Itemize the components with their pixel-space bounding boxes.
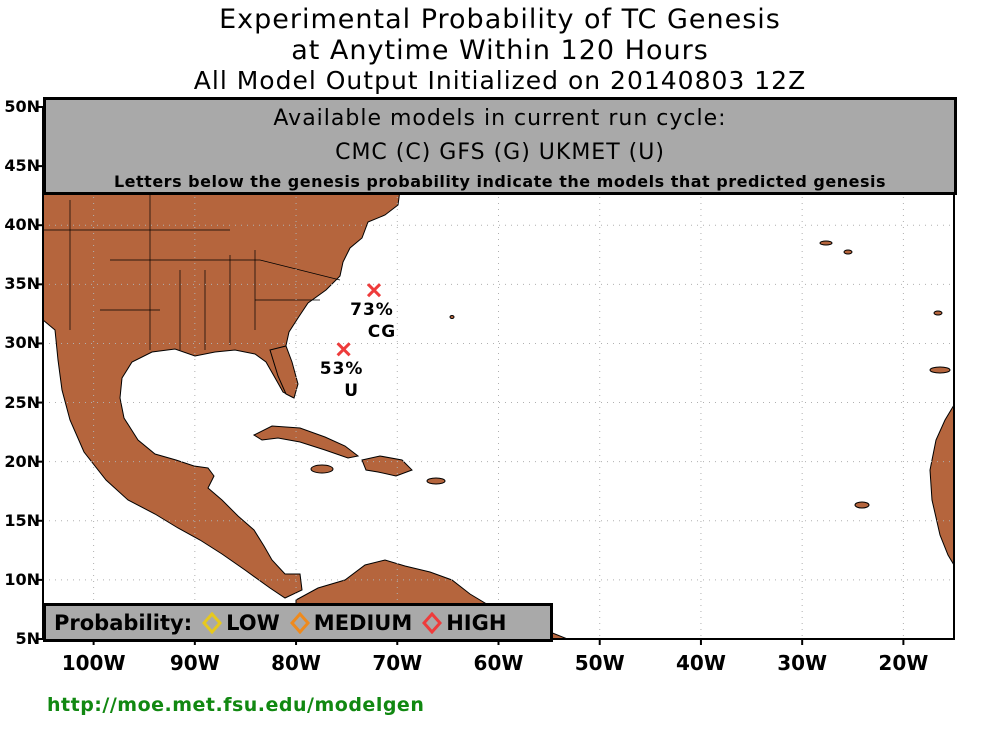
lon-tick-label: 90W bbox=[169, 651, 220, 675]
lon-tick-label: 20W bbox=[878, 651, 929, 675]
island-azores bbox=[819, 240, 833, 246]
legend-medium-label: MEDIUM bbox=[313, 610, 413, 635]
lon-tick-label: 100W bbox=[61, 651, 126, 675]
island-puerto-rico bbox=[426, 477, 446, 485]
probability-legend: Probability: LOW MEDIUM HIGH bbox=[43, 603, 553, 642]
lat-tick-label: 20N bbox=[4, 451, 40, 471]
lon-tick-label: 80W bbox=[271, 651, 321, 675]
info-models: CMC (C) GFS (G) UKMET (U) bbox=[335, 140, 665, 165]
island-madeira bbox=[933, 310, 943, 316]
legend-label: Probability: bbox=[54, 610, 193, 635]
landmass-north-america bbox=[43, 189, 401, 599]
island-cape-verde bbox=[854, 501, 870, 509]
lat-tick-label: 45N bbox=[4, 156, 40, 176]
lat-tick-label: 35N bbox=[4, 274, 40, 294]
genesis-markers bbox=[336, 283, 382, 357]
chart-title-line1: Experimental Probability of TC Genesis bbox=[219, 4, 781, 35]
legend-item-high: HIGH bbox=[422, 611, 506, 635]
genesis-probability-label: 53% bbox=[319, 359, 364, 380]
state-borders bbox=[43, 190, 341, 350]
landmass-africa bbox=[929, 404, 954, 566]
lon-tick-label: 50W bbox=[574, 651, 625, 675]
lon-tick-label: 30W bbox=[777, 651, 828, 675]
models-info-box: Available models in current run cycle: C… bbox=[43, 97, 957, 195]
island-azores-east bbox=[843, 249, 853, 255]
axis-ticks bbox=[38, 106, 905, 645]
legend-item-medium: MEDIUM bbox=[289, 610, 413, 635]
lat-tick-label: 25N bbox=[4, 392, 40, 412]
lat-tick-label: 30N bbox=[4, 333, 40, 353]
island-jamaica bbox=[310, 464, 334, 474]
lon-tick-label: 70W bbox=[372, 651, 423, 675]
lat-tick-label: 40N bbox=[4, 215, 40, 235]
legend-item-low: LOW bbox=[202, 611, 280, 635]
source-url-link[interactable]: http://moe.met.fsu.edu/modelgen bbox=[47, 694, 425, 716]
legend-high-label: HIGH bbox=[446, 610, 507, 635]
island-hispaniola bbox=[361, 455, 413, 477]
genesis-models-label: CG bbox=[367, 322, 397, 343]
diamond-icon bbox=[202, 611, 223, 634]
chart-title-line2: at Anytime Within 120 Hours bbox=[291, 35, 709, 66]
genesis-x-marker bbox=[336, 342, 351, 357]
info-heading: Available models in current run cycle: bbox=[273, 106, 727, 131]
lat-tick-label: 10N bbox=[4, 569, 40, 589]
island-cuba bbox=[252, 425, 360, 459]
diamond-icon bbox=[289, 611, 310, 634]
lat-tick-label: 50N bbox=[4, 97, 40, 116]
genesis-x-marker bbox=[366, 283, 382, 298]
lon-tick-label: 40W bbox=[675, 651, 726, 675]
diamond-icon bbox=[422, 611, 443, 634]
island-bermuda bbox=[449, 315, 455, 319]
info-note: Letters below the genesis probability in… bbox=[113, 172, 886, 191]
lon-tick-label: 60W bbox=[473, 651, 524, 675]
island-canaries bbox=[929, 366, 951, 374]
lat-tick-label: 15N bbox=[4, 510, 40, 530]
legend-low-label: LOW bbox=[226, 610, 280, 635]
genesis-models-label: U bbox=[344, 381, 360, 402]
lat-tick-label: 5N bbox=[15, 629, 40, 648]
landmass-florida bbox=[269, 345, 299, 399]
chart-title-line3: All Model Output Initialized on 20140803… bbox=[193, 66, 807, 95]
genesis-probability-label: 73% bbox=[350, 300, 394, 321]
